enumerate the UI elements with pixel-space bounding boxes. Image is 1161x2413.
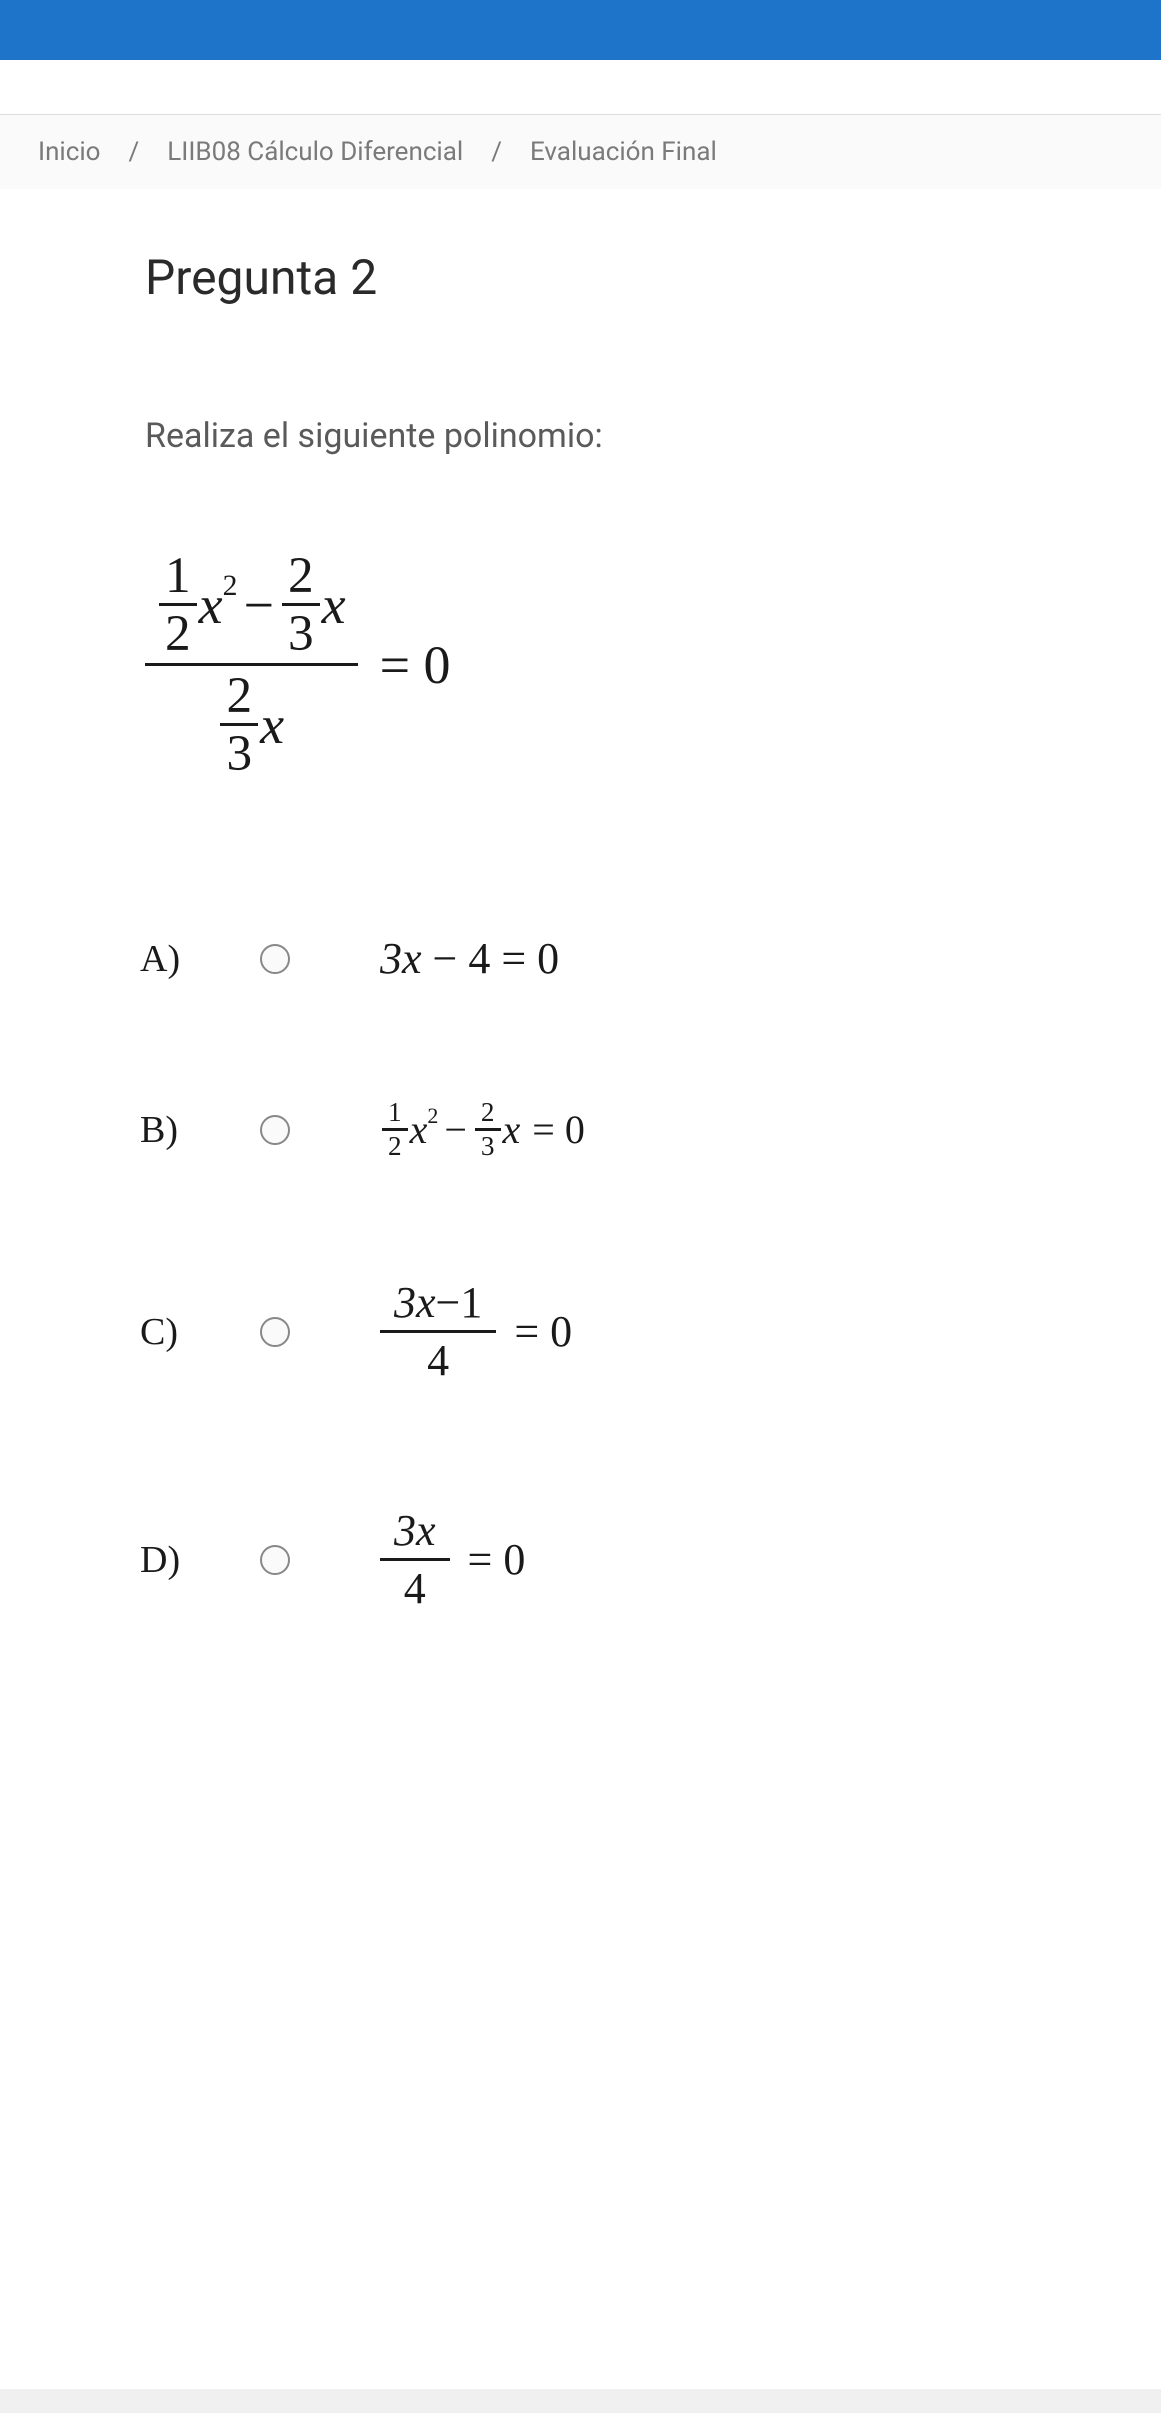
choice-expr-d: 3x 4 = 0 bbox=[380, 1503, 525, 1616]
choice-list: A) 3x − 4 = 0 B) 1 2 x2 − 2 3 bbox=[140, 933, 1111, 1616]
header-top-bar bbox=[0, 0, 1161, 60]
var-x: x bbox=[199, 574, 223, 636]
equals-zero: = 0 bbox=[380, 634, 451, 696]
choice-expr-a: 3x − 4 = 0 bbox=[380, 933, 559, 984]
choice-label-c: C) bbox=[140, 1310, 260, 1354]
choice-c: C) 3x−1 4 = 0 bbox=[140, 1275, 1111, 1388]
var-x: x bbox=[260, 694, 284, 756]
choice-d: D) 3x 4 = 0 bbox=[140, 1503, 1111, 1616]
breadcrumb: Inicio / LIIB08 Cálculo Diferencial / Ev… bbox=[0, 115, 1161, 189]
choice-b: B) 1 2 x2 − 2 3 x = 0 bbox=[140, 1099, 1111, 1160]
coef-two-thirds-den: 2 3 bbox=[220, 670, 258, 779]
breadcrumb-home[interactable]: Inicio bbox=[38, 137, 101, 167]
choice-expr-b: 1 2 x2 − 2 3 x = 0 bbox=[380, 1099, 585, 1160]
exponent-2: 2 bbox=[223, 570, 238, 603]
radio-d[interactable] bbox=[260, 1545, 290, 1575]
question-instruction: Realiza el siguiente polinomio: bbox=[145, 416, 1111, 456]
radio-c[interactable] bbox=[260, 1317, 290, 1347]
coef-one-half: 1 2 bbox=[159, 550, 197, 659]
choice-label-a: A) bbox=[140, 937, 260, 981]
breadcrumb-sep: / bbox=[491, 137, 502, 167]
choice-expr-c: 3x−1 4 = 0 bbox=[380, 1275, 572, 1388]
choice-label-b: B) bbox=[140, 1108, 260, 1152]
question-content: Pregunta 2 Realiza el siguiente polinomi… bbox=[0, 189, 1161, 2389]
main-fraction: 1 2 x2 − 2 3 x 2 bbox=[145, 546, 358, 783]
coef-two-thirds: 2 3 bbox=[282, 550, 320, 659]
radio-a[interactable] bbox=[260, 944, 290, 974]
breadcrumb-sep: / bbox=[129, 137, 140, 167]
breadcrumb-exam[interactable]: Evaluación Final bbox=[530, 137, 717, 167]
b-coef1: 1 2 bbox=[382, 1099, 408, 1160]
question-title: Pregunta 2 bbox=[145, 249, 1111, 306]
b-coef2: 2 3 bbox=[475, 1099, 501, 1160]
main-equation: 1 2 x2 − 2 3 x 2 bbox=[145, 546, 1111, 783]
choice-a: A) 3x − 4 = 0 bbox=[140, 933, 1111, 984]
minus-op: − bbox=[243, 574, 273, 636]
var-x: x bbox=[322, 574, 346, 636]
choice-label-d: D) bbox=[140, 1538, 260, 1582]
radio-b[interactable] bbox=[260, 1115, 290, 1145]
breadcrumb-course[interactable]: LIIB08 Cálculo Diferencial bbox=[167, 137, 463, 167]
header-sub-bar bbox=[0, 60, 1161, 115]
